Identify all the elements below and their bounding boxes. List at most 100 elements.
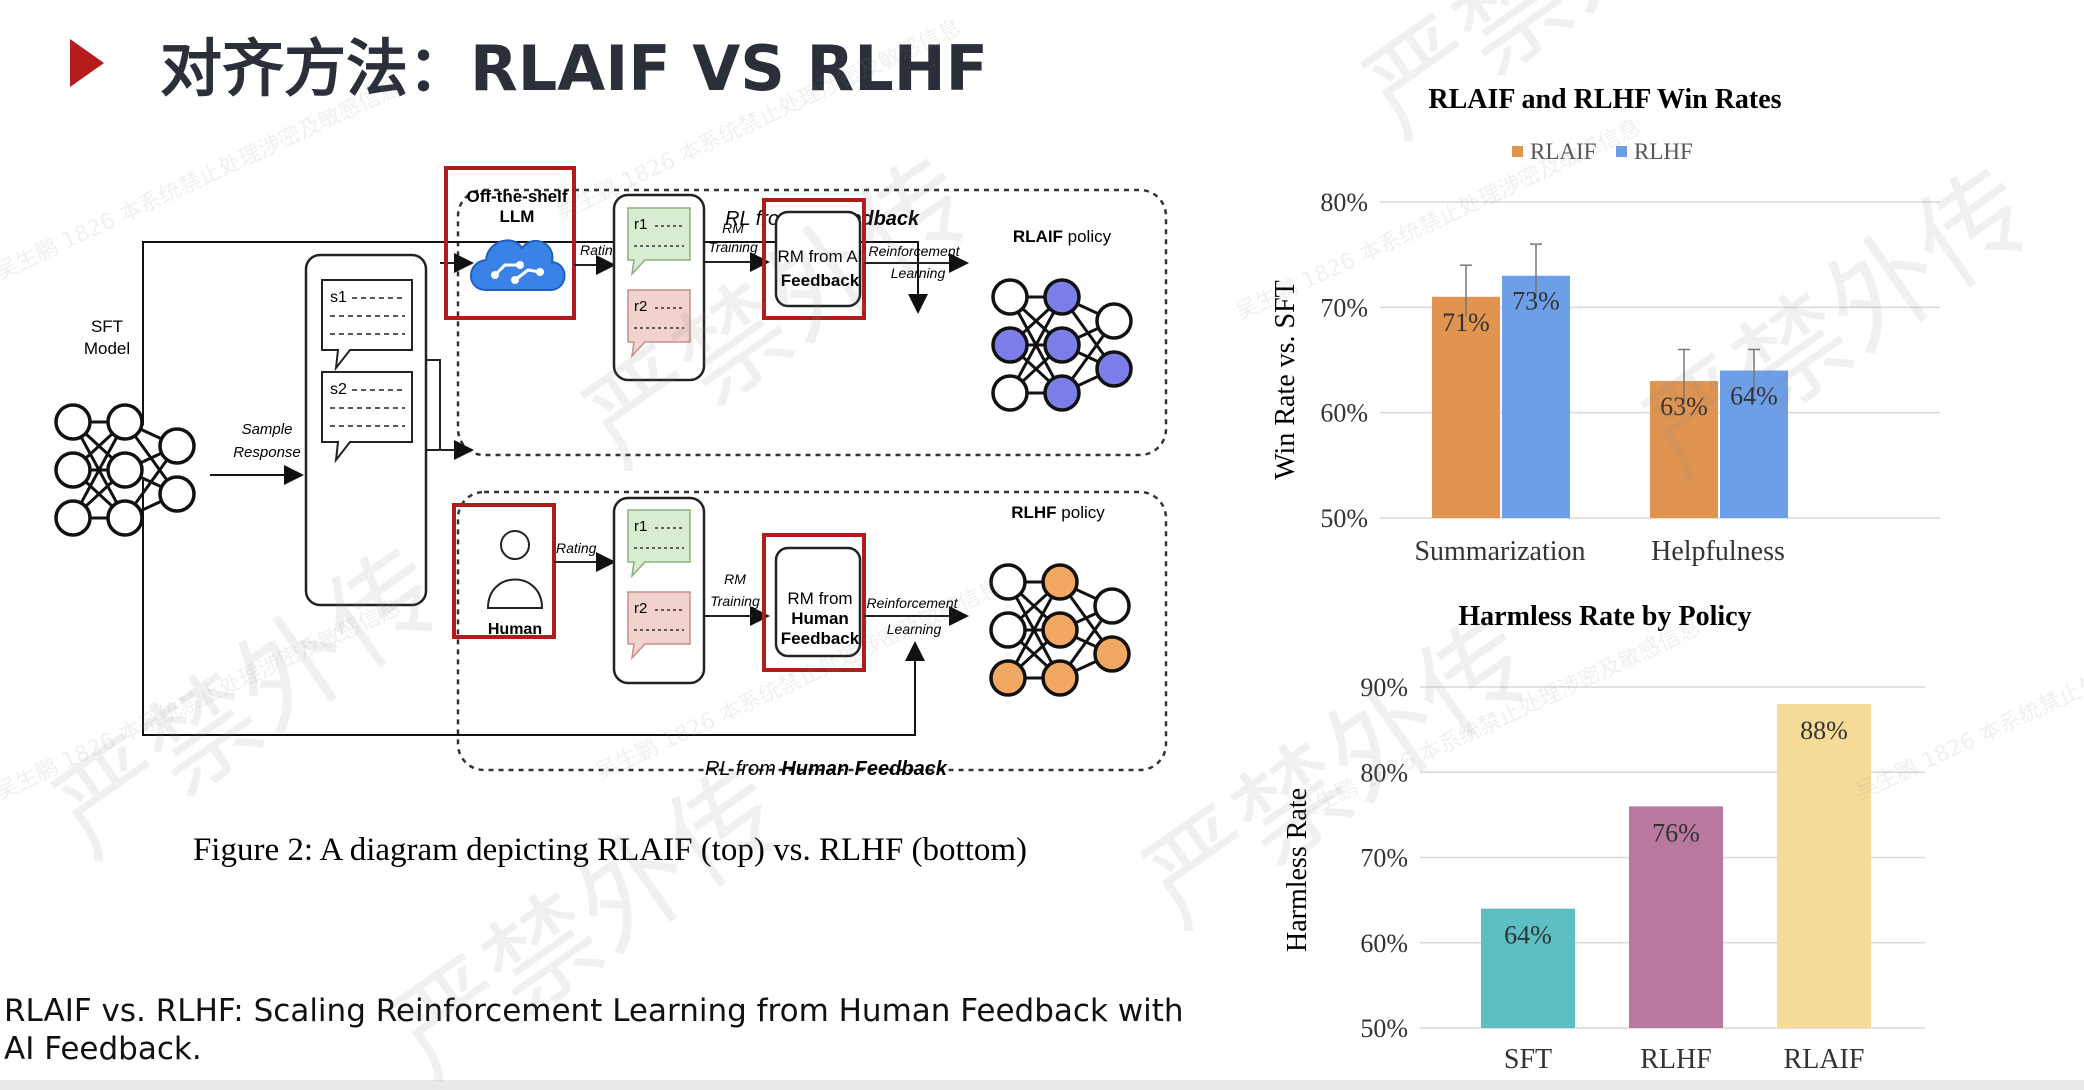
harmless-ylabel: Harmless Rate — [1282, 788, 1313, 952]
y-tick-label: 90% — [1360, 673, 1408, 702]
rm-human-box — [774, 546, 862, 658]
harmless-chart-title: Harmless Rate by Policy — [1458, 601, 1751, 632]
network-node — [158, 475, 196, 513]
network-node — [1041, 563, 1079, 601]
rating-label-bottom: Rating — [556, 540, 597, 556]
win-rate-ylabel: Win Rate vs. SFT — [1270, 280, 1301, 480]
rl-from-human-feedback-label: RL from Human Feedback — [705, 758, 948, 780]
bar — [1481, 908, 1575, 1028]
rm-training-top-line2: Training — [708, 239, 758, 255]
network-node — [54, 499, 92, 537]
x-tick-label: Summarization — [1414, 536, 1585, 567]
y-tick-label: 60% — [1320, 399, 1368, 428]
figure-caption: Figure 2: A diagram depicting RLAIF (top… — [193, 832, 1027, 868]
llm-cloud-icon — [470, 239, 566, 291]
r2-bottom-note — [627, 591, 691, 661]
rm-human-highlight-box — [762, 533, 866, 672]
network-node — [158, 427, 196, 465]
y-tick-label: 60% — [1360, 929, 1408, 958]
legend-swatch — [1616, 146, 1627, 157]
legend-swatch — [1512, 146, 1523, 157]
rm-training-bottom-line2: Training — [710, 593, 760, 609]
y-tick-label: 70% — [1320, 293, 1368, 322]
network-node — [991, 374, 1029, 412]
win-rate-chart-title: RLAIF and RLHF Win Rates — [1428, 84, 1781, 115]
y-tick-label: 50% — [1320, 504, 1368, 533]
y-tick-label: 80% — [1320, 188, 1368, 217]
title-arrow-icon — [70, 39, 104, 87]
bar — [1777, 704, 1871, 1028]
network-node — [1095, 350, 1133, 388]
win-rate-chart: RLAIF and RLHF Win Rates RLAIF RLHF Win R… — [1270, 84, 1940, 567]
bar-value-label: 64% — [1730, 382, 1778, 411]
bar-value-label: 63% — [1660, 392, 1708, 421]
legend-label: RLHF — [1634, 139, 1693, 164]
rlhf-policy-network — [989, 563, 1131, 697]
llm-label-line2: LLM — [500, 207, 535, 226]
network-node — [106, 499, 144, 537]
sft-model-label-line1: SFT — [91, 317, 123, 336]
r2-top-label: r2 — [634, 298, 647, 315]
network-node — [1043, 374, 1081, 412]
sample-response-label-line2: Response — [233, 444, 301, 461]
network-node — [106, 403, 144, 441]
y-tick-label: 80% — [1360, 758, 1408, 787]
y-tick-label: 50% — [1360, 1014, 1408, 1043]
rlaif-policy-network — [991, 278, 1133, 412]
network-node — [1041, 659, 1079, 697]
harmless-rate-chart: Harmless Rate by Policy Harmless Rate 50… — [1282, 601, 1925, 1075]
s2-label: s2 — [330, 381, 347, 398]
llm-highlight-box — [444, 166, 576, 320]
rlaif-rlhf-diagram: RL from AI Feedback RL from Human Feedba… — [54, 166, 1168, 868]
x-tick-label: SFT — [1504, 1044, 1552, 1075]
network-node — [1093, 587, 1131, 625]
bar-value-label: 88% — [1800, 716, 1848, 745]
bottom-strip — [0, 1080, 2084, 1090]
network-node — [989, 611, 1027, 649]
slide-title: 对齐方法：RLAIF VS RLHF — [160, 32, 988, 105]
bar — [1432, 296, 1500, 518]
network-node — [989, 563, 1027, 601]
human-highlight-box — [452, 503, 556, 639]
rm-ai-line1: RM from AI — [777, 247, 862, 266]
slide-header: 对齐方法：RLAIF VS RLHF — [70, 18, 988, 108]
llm-label-line1: Off-the-shelf — [466, 187, 567, 206]
bar — [1650, 381, 1718, 518]
network-node — [1093, 635, 1131, 673]
x-tick-label: RLHF — [1640, 1044, 1712, 1075]
network-node — [54, 451, 92, 489]
network-node — [54, 403, 92, 441]
rm-ai-line2: Feedback — [781, 271, 860, 290]
r1-bottom-note — [627, 509, 691, 579]
network-node — [991, 326, 1029, 364]
bar-value-label: 71% — [1442, 308, 1490, 337]
rlaif-dashed-region — [456, 188, 1168, 457]
network-node — [106, 451, 144, 489]
s2-speech-bubble — [321, 371, 413, 464]
rating-label-top: Rating — [580, 242, 621, 258]
bar — [1629, 806, 1723, 1028]
r1-bottom-label: r1 — [634, 518, 647, 535]
rlhf-dashed-region — [456, 490, 1168, 772]
rm-ai-highlight-box — [762, 198, 866, 320]
network-node — [1043, 278, 1081, 316]
s1-label: s1 — [330, 289, 347, 306]
win-rate-legend: RLAIF RLHF — [1512, 139, 1693, 164]
s1-speech-bubble — [321, 279, 413, 372]
rl-top-line2: Learning — [891, 265, 946, 281]
rl-top-line1: Reinforcement — [868, 243, 960, 259]
rm-human-line3: Feedback — [781, 629, 860, 648]
rm-human-line1: RM from — [787, 589, 852, 608]
rlaif-policy-label: RLAIF policy — [1013, 227, 1112, 246]
human-label: Human — [488, 621, 542, 638]
sft-neural-network — [54, 403, 196, 537]
x-tick-label: Helpfulness — [1651, 536, 1785, 567]
sample-response-label-line1: Sample — [242, 421, 293, 438]
rm-training-bottom-line1: RM — [724, 571, 746, 587]
x-tick-label: RLAIF — [1784, 1044, 1865, 1075]
sft-model-label-line2: Model — [84, 339, 130, 358]
y-tick-label: 70% — [1360, 844, 1408, 873]
network-node — [1043, 326, 1081, 364]
network-node — [989, 659, 1027, 697]
bar-value-label: 76% — [1652, 818, 1700, 847]
